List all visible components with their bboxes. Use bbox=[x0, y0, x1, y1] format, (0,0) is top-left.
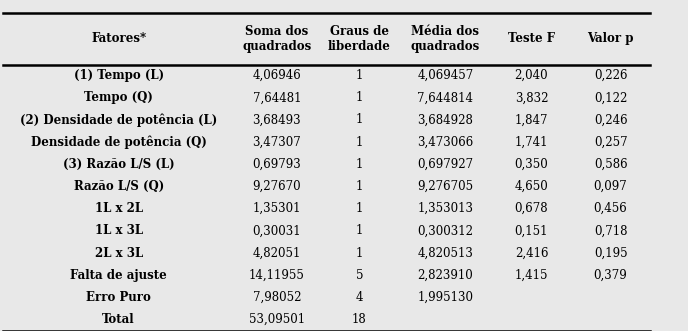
Text: 0,30031: 0,30031 bbox=[252, 224, 301, 237]
Text: 0,456: 0,456 bbox=[594, 202, 627, 215]
Text: 0,697927: 0,697927 bbox=[418, 158, 473, 171]
Text: 1: 1 bbox=[356, 69, 363, 82]
Text: 9,276705: 9,276705 bbox=[418, 180, 473, 193]
Text: 4,820513: 4,820513 bbox=[418, 247, 473, 260]
Text: 1: 1 bbox=[356, 91, 363, 104]
Text: 1L x 2L: 1L x 2L bbox=[95, 202, 142, 215]
Text: 0,257: 0,257 bbox=[594, 136, 627, 149]
Text: 0,718: 0,718 bbox=[594, 224, 627, 237]
Text: Razão L/S (Q): Razão L/S (Q) bbox=[74, 180, 164, 193]
Text: 0,097: 0,097 bbox=[594, 180, 627, 193]
Text: 4,82051: 4,82051 bbox=[252, 247, 301, 260]
Text: Graus de
liberdade: Graus de liberdade bbox=[328, 25, 391, 53]
Text: 4,06946: 4,06946 bbox=[252, 69, 301, 82]
Text: 1,741: 1,741 bbox=[515, 136, 548, 149]
Text: 0,246: 0,246 bbox=[594, 114, 627, 126]
Text: 2,823910: 2,823910 bbox=[418, 269, 473, 282]
Text: Densidade de potência (Q): Densidade de potência (Q) bbox=[31, 135, 206, 149]
Text: 4,069457: 4,069457 bbox=[418, 69, 473, 82]
Text: Total: Total bbox=[103, 313, 135, 326]
Text: 18: 18 bbox=[352, 313, 367, 326]
Text: 2,416: 2,416 bbox=[515, 247, 548, 260]
Text: Erro Puro: Erro Puro bbox=[86, 291, 151, 304]
Text: 0,586: 0,586 bbox=[594, 158, 627, 171]
Text: 14,11955: 14,11955 bbox=[249, 269, 305, 282]
Text: 1,995130: 1,995130 bbox=[418, 291, 473, 304]
Text: (3) Razão L/S (L): (3) Razão L/S (L) bbox=[63, 158, 175, 171]
Text: 1: 1 bbox=[356, 247, 363, 260]
Text: 1,35301: 1,35301 bbox=[252, 202, 301, 215]
Text: 9,27670: 9,27670 bbox=[252, 180, 301, 193]
Text: 1: 1 bbox=[356, 202, 363, 215]
Text: 1: 1 bbox=[356, 136, 363, 149]
Text: Teste F: Teste F bbox=[508, 32, 555, 45]
Text: 1,415: 1,415 bbox=[515, 269, 548, 282]
Text: 3,684928: 3,684928 bbox=[418, 114, 473, 126]
Text: (2) Densidade de potência (L): (2) Densidade de potência (L) bbox=[20, 113, 217, 127]
Text: 7,64481: 7,64481 bbox=[252, 91, 301, 104]
Text: 1: 1 bbox=[356, 114, 363, 126]
Text: Média dos
quadrados: Média dos quadrados bbox=[411, 25, 480, 53]
Text: 0,195: 0,195 bbox=[594, 247, 627, 260]
Text: 0,379: 0,379 bbox=[594, 269, 627, 282]
Text: 3,473066: 3,473066 bbox=[418, 136, 473, 149]
Text: 2,040: 2,040 bbox=[515, 69, 548, 82]
Text: 0,122: 0,122 bbox=[594, 91, 627, 104]
Text: 7,98052: 7,98052 bbox=[252, 291, 301, 304]
Text: 3,68493: 3,68493 bbox=[252, 114, 301, 126]
Text: 7,644814: 7,644814 bbox=[418, 91, 473, 104]
Text: Fatores*: Fatores* bbox=[91, 32, 147, 45]
Text: 1,353013: 1,353013 bbox=[418, 202, 473, 215]
Text: 0,226: 0,226 bbox=[594, 69, 627, 82]
Text: Valor p: Valor p bbox=[588, 32, 634, 45]
Text: 53,09501: 53,09501 bbox=[249, 313, 305, 326]
Text: 5: 5 bbox=[356, 269, 363, 282]
Text: 1: 1 bbox=[356, 224, 363, 237]
Text: Falta de ajuste: Falta de ajuste bbox=[70, 269, 167, 282]
Text: 2L x 3L: 2L x 3L bbox=[94, 247, 143, 260]
Text: 1: 1 bbox=[356, 158, 363, 171]
Text: Tempo (Q): Tempo (Q) bbox=[84, 91, 153, 104]
Text: Soma dos
quadrados: Soma dos quadrados bbox=[242, 25, 312, 53]
Text: 0,350: 0,350 bbox=[515, 158, 548, 171]
Text: (1) Tempo (L): (1) Tempo (L) bbox=[74, 69, 164, 82]
Text: 1,847: 1,847 bbox=[515, 114, 548, 126]
Text: 1: 1 bbox=[356, 180, 363, 193]
Text: 3,47307: 3,47307 bbox=[252, 136, 301, 149]
Text: 3,832: 3,832 bbox=[515, 91, 548, 104]
Text: 0,69793: 0,69793 bbox=[252, 158, 301, 171]
Text: 0,300312: 0,300312 bbox=[418, 224, 473, 237]
Text: 0,151: 0,151 bbox=[515, 224, 548, 237]
Text: 4: 4 bbox=[356, 291, 363, 304]
Text: 4,650: 4,650 bbox=[515, 180, 548, 193]
Text: 0,678: 0,678 bbox=[515, 202, 548, 215]
Text: 1L x 3L: 1L x 3L bbox=[95, 224, 142, 237]
